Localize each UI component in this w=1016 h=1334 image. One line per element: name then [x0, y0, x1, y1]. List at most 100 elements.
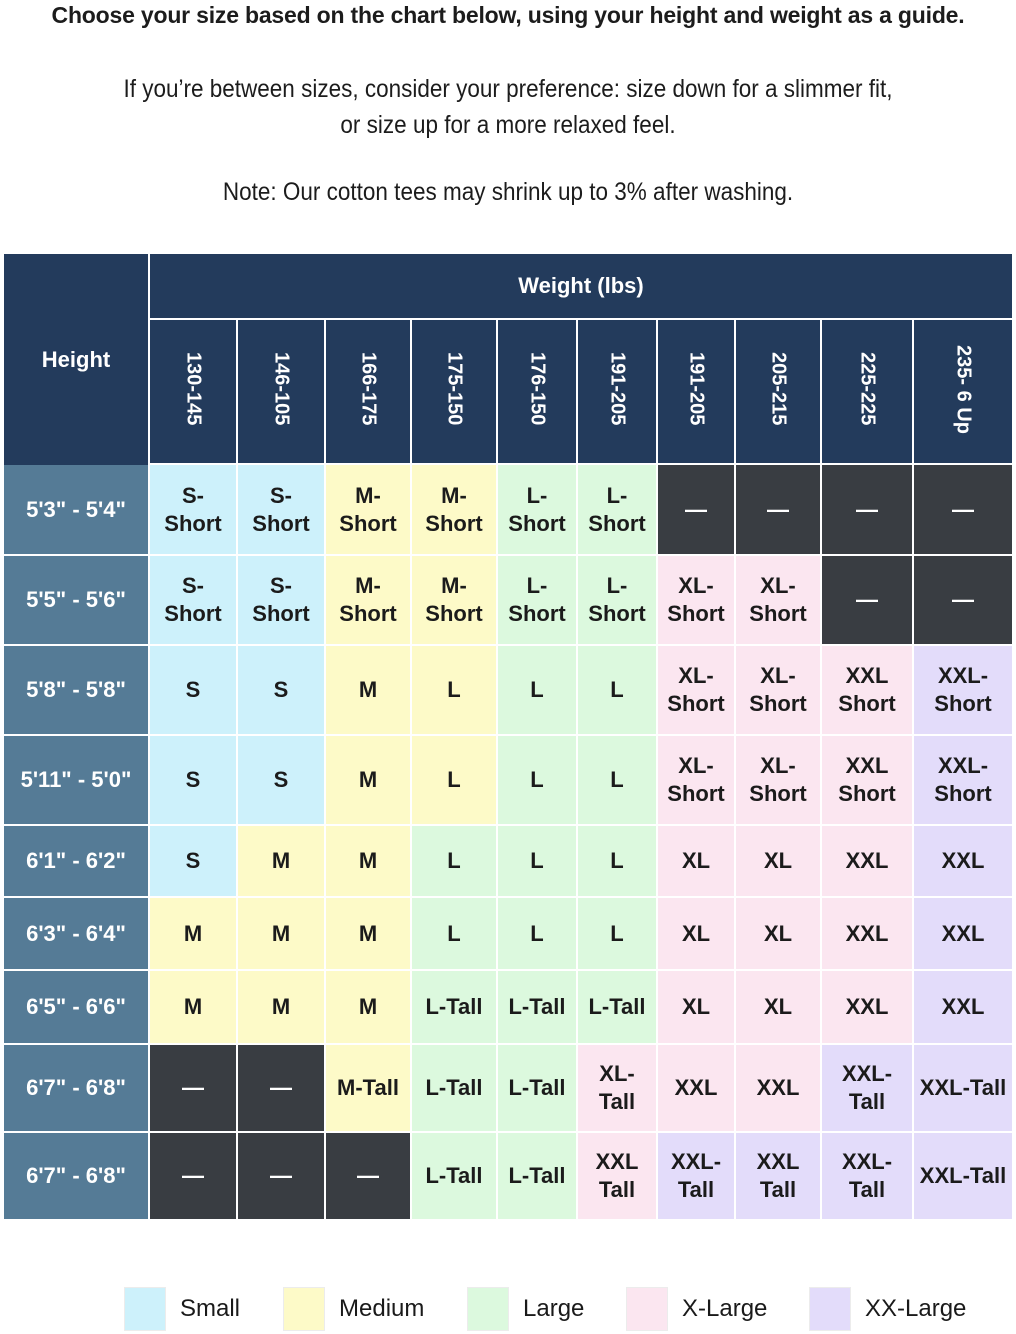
size-label: XXL [595, 1149, 639, 1174]
legend-swatch [467, 1287, 509, 1331]
between-sizes-line-2: or size up for a more relaxed feel. [340, 111, 676, 139]
size-cell: M [150, 898, 238, 971]
size-cell: L [578, 736, 658, 826]
weight-column-header: 166-175 [326, 320, 412, 465]
size-row: 5'11" - 5'0" S S M L L L XL- Short XL- Short XXL Sho… [4, 736, 1012, 826]
size-label: L [530, 677, 544, 702]
size-label: S [185, 767, 201, 792]
size-label: XL [763, 920, 793, 946]
size-label: — [856, 496, 878, 522]
size-label: XL [681, 848, 711, 873]
size-label: L [447, 677, 461, 702]
size-cell: S [238, 646, 326, 736]
size-label: XL [763, 994, 793, 1019]
weight-column-header: 191-205 [658, 320, 736, 465]
unavailable-size-cell: — [150, 1133, 238, 1221]
size-fit-label: Tall [598, 1089, 636, 1114]
size-cell: L [578, 898, 658, 971]
legend-swatch [283, 1287, 325, 1331]
size-cell: XXL [822, 971, 914, 1045]
unavailable-size-cell: — [914, 556, 1012, 646]
weight-range-label: 225-225 [856, 352, 879, 426]
size-label: — [856, 587, 878, 612]
size-label: L [530, 920, 544, 946]
legend-item-xlarge: X-Large [626, 1286, 767, 1332]
size-cell: XXL Tall [578, 1133, 658, 1221]
size-cell: XXL Short [822, 736, 914, 826]
height-column-header: Height [4, 254, 150, 465]
size-label: S- [182, 573, 204, 598]
size-cell: S- Short [150, 556, 238, 646]
height-range-cell: 5'3" - 5'4" [4, 465, 150, 556]
size-cell: XXL- Tall [658, 1133, 736, 1221]
size-cell: M [150, 971, 238, 1045]
size-cell: XXL- Tall [822, 1045, 914, 1133]
height-range-cell: 6'3" - 6'4" [4, 898, 150, 971]
unavailable-size-cell: — [822, 465, 914, 556]
height-range-cell: 6'7" - 6'8" [4, 1045, 150, 1133]
size-label: XXL-Tall [919, 1075, 1007, 1100]
size-cell: L [412, 646, 498, 736]
shrink-note: Note: Our cotton tees may shrink up to 3… [222, 178, 794, 206]
size-label: L-Tall [508, 1075, 566, 1100]
unavailable-size-cell: — [914, 465, 1012, 556]
size-cell: L [412, 826, 498, 898]
size-fit-label: Short [164, 510, 222, 536]
between-sizes-text: If you’re between sizes, consider your p… [51, 71, 965, 143]
size-cell: XL- Short [736, 646, 822, 736]
legend-swatch [626, 1287, 668, 1331]
size-cell: M- Short [412, 556, 498, 646]
size-label: L [530, 767, 544, 792]
size-label: XXL [756, 1075, 800, 1100]
size-label: M- [441, 573, 467, 598]
size-label: L-Tall [425, 994, 483, 1019]
size-row: 6'3" - 6'4" M M M L L L XL XL XXL XXL [4, 898, 1012, 971]
legend-swatch [809, 1287, 851, 1331]
size-cell: M [326, 826, 412, 898]
unavailable-size-cell: — [822, 556, 914, 646]
size-fit-label: Tall [598, 1177, 636, 1202]
weight-range-label: 166-175 [357, 352, 380, 426]
size-row: 6'7" - 6'8" — — — L-Tall L-Tall XXL Tall XXL- Tal… [4, 1133, 1012, 1221]
size-cell: L-Tall [498, 1133, 578, 1221]
size-cell: XXL [822, 898, 914, 971]
weight-range-label: 146-105 [270, 352, 293, 426]
size-label: XXL [845, 753, 889, 778]
weight-column-header: 130-145 [150, 320, 238, 465]
size-label: XL- [678, 753, 714, 778]
between-sizes-line-1: If you’re between sizes, consider your p… [123, 75, 893, 103]
size-label: XL- [760, 663, 796, 688]
size-label: L [610, 920, 624, 946]
size-label: XXL-Tall [919, 1163, 1007, 1188]
size-cell: S- Short [238, 465, 326, 556]
unavailable-size-cell: — [150, 1045, 238, 1133]
size-cell: L-Tall [412, 971, 498, 1045]
size-cell: XL [736, 826, 822, 898]
size-fit-label: Short [838, 691, 896, 716]
size-label: L [447, 767, 461, 792]
size-fit-label: Short [934, 691, 992, 716]
weight-column-header: 205-215 [736, 320, 822, 465]
size-label: XXL [845, 848, 889, 873]
size-label: M [271, 848, 291, 873]
size-label: XXL [845, 663, 889, 688]
size-fit-label: Short [588, 510, 646, 536]
size-label: — [270, 1163, 292, 1188]
unavailable-size-cell: — [238, 1133, 326, 1221]
size-label: XL- [678, 573, 714, 598]
size-label: L-Tall [508, 1163, 566, 1188]
size-label: XL- [599, 1061, 635, 1086]
size-cell: XL- Short [736, 556, 822, 646]
weight-column-header: 176-150 [498, 320, 578, 465]
size-cell: L [412, 898, 498, 971]
legend-item-small: Small [124, 1286, 240, 1332]
legend-item-xxlarge: XX-Large [809, 1286, 966, 1332]
size-label: L- [526, 482, 548, 508]
size-fit-label: Tall [677, 1177, 715, 1202]
unavailable-size-cell: — [238, 1045, 326, 1133]
size-fit-label: Short [252, 601, 310, 626]
size-label: M [358, 677, 378, 702]
size-cell: L-Tall [412, 1045, 498, 1133]
size-cell: XL- Short [736, 736, 822, 826]
size-label: XXL [941, 994, 985, 1019]
